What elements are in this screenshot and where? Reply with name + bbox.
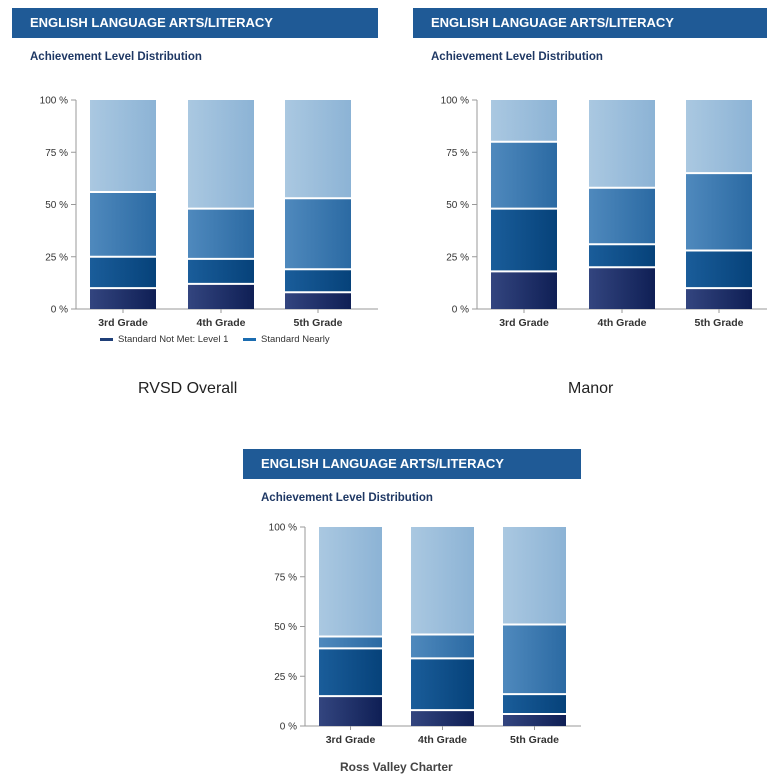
y-tick-label: 25 % [45,252,68,263]
x-tick-label: 4th Grade [196,317,245,329]
legend-swatch-level1 [100,338,113,341]
y-tick-label: 0 % [280,722,297,733]
x-tick-label: 3rd Grade [499,317,549,329]
chart-panel-ross-valley: ENGLISH LANGUAGE ARTS/LITERACY Achieveme… [243,449,581,754]
bar-segment-level3[interactable] [503,624,566,695]
bar-segment-level4[interactable] [319,527,382,637]
x-tick-label: 3rd Grade [326,734,376,746]
chart-subtitle: Achievement Level Distribution [261,492,433,504]
bar-segment-level3[interactable] [319,636,382,649]
bar-segment-level2[interactable] [90,256,156,289]
y-tick-label: 75 % [274,572,297,583]
bar-segment-level4[interactable] [686,100,752,174]
y-tick-label: 100 % [269,523,297,534]
y-tick-label: 50 % [446,200,469,211]
bar-segment-level1[interactable] [686,288,752,309]
bar-segment-level4[interactable] [503,527,566,625]
x-tick-label: 4th Grade [418,734,467,746]
bar-segment-level4[interactable] [589,100,655,188]
bar-segment-level2[interactable] [491,208,557,272]
bar-segment-level2[interactable] [188,258,254,284]
legend-swatch-level2 [243,338,257,341]
panel-title: ENGLISH LANGUAGE ARTS/LITERACY [12,8,378,38]
x-tick-label: 3rd Grade [98,317,148,329]
bar-segment-level2[interactable] [319,648,382,697]
y-tick-label: 0 % [51,305,68,316]
chart-legend: Standard Not Met: Level 1 Standard Nearl… [100,333,378,345]
chart-caption-manor: Manor [568,380,614,397]
x-tick-label: 5th Grade [510,734,559,746]
bar-segment-level1[interactable] [503,714,566,726]
bar-segment-level2[interactable] [285,269,351,293]
y-tick-label: 25 % [274,672,297,683]
bar-segment-level1[interactable] [411,710,474,726]
chart-panel-manor: ENGLISH LANGUAGE ARTS/LITERACY Achieveme… [413,8,767,338]
x-tick-label: 5th Grade [694,317,743,329]
bar-segment-level3[interactable] [188,208,254,259]
chart-svg: 0 % 25 % 50 % 75 % 100 % 3rd Grade 4th Grade 5t… [269,523,581,746]
bar-segment-level3[interactable] [411,634,474,659]
bar-segment-level4[interactable] [491,100,557,142]
chart-caption-ross-valley: Ross Valley Charter [340,760,453,774]
chart-subtitle: Achievement Level Distribution [30,51,202,63]
bar-segment-level3[interactable] [90,191,156,257]
y-tick-label: 50 % [274,622,297,633]
y-tick-label: 100 % [40,96,68,107]
bar-segment-level4[interactable] [90,100,156,192]
bar-segment-level3[interactable] [285,198,351,270]
bar-segment-level2[interactable] [686,250,752,289]
bar-segment-level1[interactable] [319,696,382,726]
chart-panel-rvsd: ENGLISH LANGUAGE ARTS/LITERACY Achieveme… [12,8,378,353]
x-tick-label: 5th Grade [293,317,342,329]
bar-segment-level2[interactable] [503,694,566,715]
legend-label: Standard Not Met: Level 1 [118,334,229,345]
bar-segment-level4[interactable] [411,527,474,635]
panel-title: ENGLISH LANGUAGE ARTS/LITERACY [243,449,581,479]
panel-title: ENGLISH LANGUAGE ARTS/LITERACY [413,8,767,38]
y-tick-label: 25 % [446,252,469,263]
bar-segment-level4[interactable] [188,100,254,209]
legend-item-level1[interactable]: Standard Not Met: Level 1 [100,334,228,345]
y-tick-label: 50 % [45,200,68,211]
y-tick-label: 0 % [452,305,469,316]
bar-segment-level1[interactable] [491,271,557,309]
chart-subtitle: Achievement Level Distribution [431,51,603,63]
bar-segment-level1[interactable] [188,283,254,309]
bar-segment-level1[interactable] [589,267,655,309]
bar-segment-level1[interactable] [90,288,156,309]
y-tick-label: 100 % [441,96,469,107]
chart-svg: 0 % 25 % 50 % 75 % 100 % 3rd Grade 4th Grade 5t… [40,96,378,329]
legend-label: Standard Nearly [261,334,330,345]
bar-segment-level3[interactable] [686,173,752,251]
chart-svg: 0 % 25 % 50 % 75 % 100 % 3rd Grade 4th Grade 5t… [441,96,767,329]
y-tick-label: 75 % [45,148,68,159]
bar-segment-level1[interactable] [285,292,351,309]
legend-item-level2[interactable]: Standard Nearly [243,334,330,345]
bar-segment-level4[interactable] [285,100,351,199]
chart-caption-rvsd: RVSD Overall [138,380,238,397]
bar-segment-level3[interactable] [491,141,557,209]
y-tick-label: 75 % [446,148,469,159]
x-tick-label: 4th Grade [597,317,646,329]
bar-segment-level3[interactable] [589,187,655,245]
bar-segment-level2[interactable] [589,244,655,268]
bar-segment-level2[interactable] [411,658,474,711]
